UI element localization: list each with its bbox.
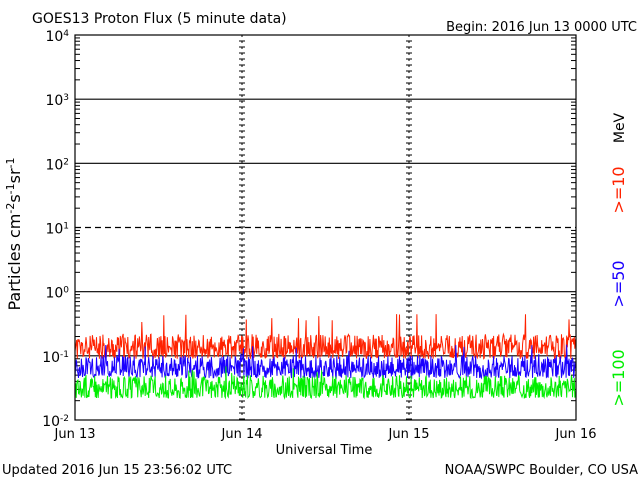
credit-text: NOAA/SWPC Boulder, CO USA: [445, 463, 638, 478]
y-tick-label: 10-1: [42, 350, 69, 366]
chart-title: GOES13 Proton Flux (5 minute data): [32, 11, 287, 27]
updated-timestamp: Updated 2016 Jun 15 23:56:02 UTC: [2, 463, 232, 478]
y-tick-label: 103: [45, 93, 69, 109]
plot-area: [74, 34, 577, 421]
legend-ge10: >=10: [609, 166, 628, 213]
y-tick-label: 104: [45, 29, 69, 45]
x-tick-label: Jun 13: [54, 427, 96, 442]
series-line-0: [74, 314, 577, 361]
x-tick-label: Jun 15: [388, 427, 430, 442]
y-tick-label: 101: [45, 222, 69, 238]
begin-time: Begin: 2016 Jun 13 0000 UTC: [446, 20, 637, 35]
legend-ge100: >=100: [609, 349, 628, 406]
y-tick-label: 100: [45, 286, 69, 302]
plot-frame: [74, 34, 577, 421]
tick-labels: 10-2 10-1 100 101 102 103 104 Jun 13 Jun 14 Jun 1…: [42, 29, 596, 442]
x-tick-label: Jun 14: [221, 427, 263, 442]
legend-units: MeV: [612, 112, 628, 143]
y-axis-label: Particles cm-2s-1sr-1: [4, 157, 25, 310]
legend-ge50: >=50: [609, 260, 628, 307]
y-tick-label: 102: [45, 157, 69, 173]
series-line-1: [74, 344, 577, 380]
x-tick-label: Jun 16: [555, 427, 597, 442]
y-tick-label: 10-2: [42, 414, 69, 430]
series-line-2: [74, 366, 577, 400]
x-axis-label: Universal Time: [276, 443, 373, 458]
